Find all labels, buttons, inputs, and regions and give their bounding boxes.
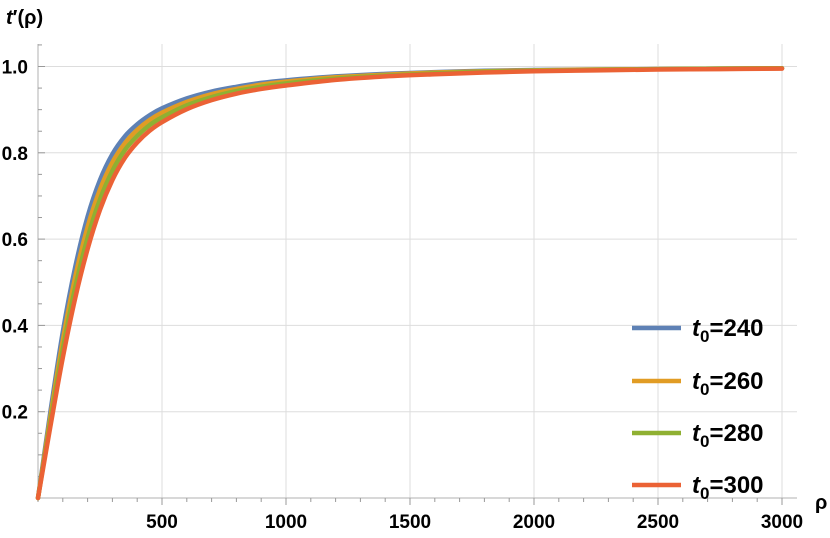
legend-label-main: t: [692, 472, 701, 499]
series-line-4: [35, 66, 785, 501]
y-tick-label: 0.8: [2, 144, 28, 165]
x-tick-label: 3000: [761, 512, 803, 533]
legend-label-main: t: [692, 420, 701, 447]
tick-labels: 500 1000 1500 2000 2500 3000 0.2 0.4 0.6 0.8 1.0: [2, 58, 804, 534]
legend-label-sub: 0: [700, 380, 709, 399]
legend-label-rest: =260: [709, 368, 763, 395]
legend-label-rest: =280: [709, 420, 763, 447]
y-axis-label-main: t: [6, 7, 14, 29]
legend-label-rest: =240: [709, 315, 763, 342]
legend-label-main: t: [692, 315, 701, 342]
legend-label-sub: 0: [700, 432, 709, 451]
y-tick-label: 0.6: [2, 230, 28, 251]
y-axis-label-rest: ′(ρ): [13, 7, 44, 29]
x-tick-label: 1000: [265, 512, 307, 533]
legend-label: t0=280: [692, 420, 764, 451]
series-lines: [35, 65, 785, 501]
grid-lines: [38, 44, 797, 498]
x-tick-label: 2500: [637, 512, 679, 533]
legend-label: t0=240: [692, 315, 764, 346]
tick-marks: [37, 44, 783, 505]
y-axis-label: t′(ρ): [6, 7, 43, 29]
y-tick-label: 0.2: [2, 403, 28, 424]
legend-label-rest: =300: [709, 472, 763, 499]
x-tick-label: 1500: [389, 512, 431, 533]
axes: [37, 44, 797, 499]
x-axis-label: ρ: [815, 492, 827, 514]
x-tick-label: 2000: [513, 512, 555, 533]
y-tick-label: 0.4: [2, 316, 29, 337]
y-tick-label: 1.0: [2, 58, 28, 79]
legend-label-sub: 0: [700, 484, 709, 503]
legend-label: t0=300: [692, 472, 764, 503]
x-tick-label: 500: [146, 512, 178, 533]
legend-label-main: t: [692, 368, 701, 395]
legend-label: t0=260: [692, 368, 764, 399]
legend-label-sub: 0: [700, 327, 709, 346]
